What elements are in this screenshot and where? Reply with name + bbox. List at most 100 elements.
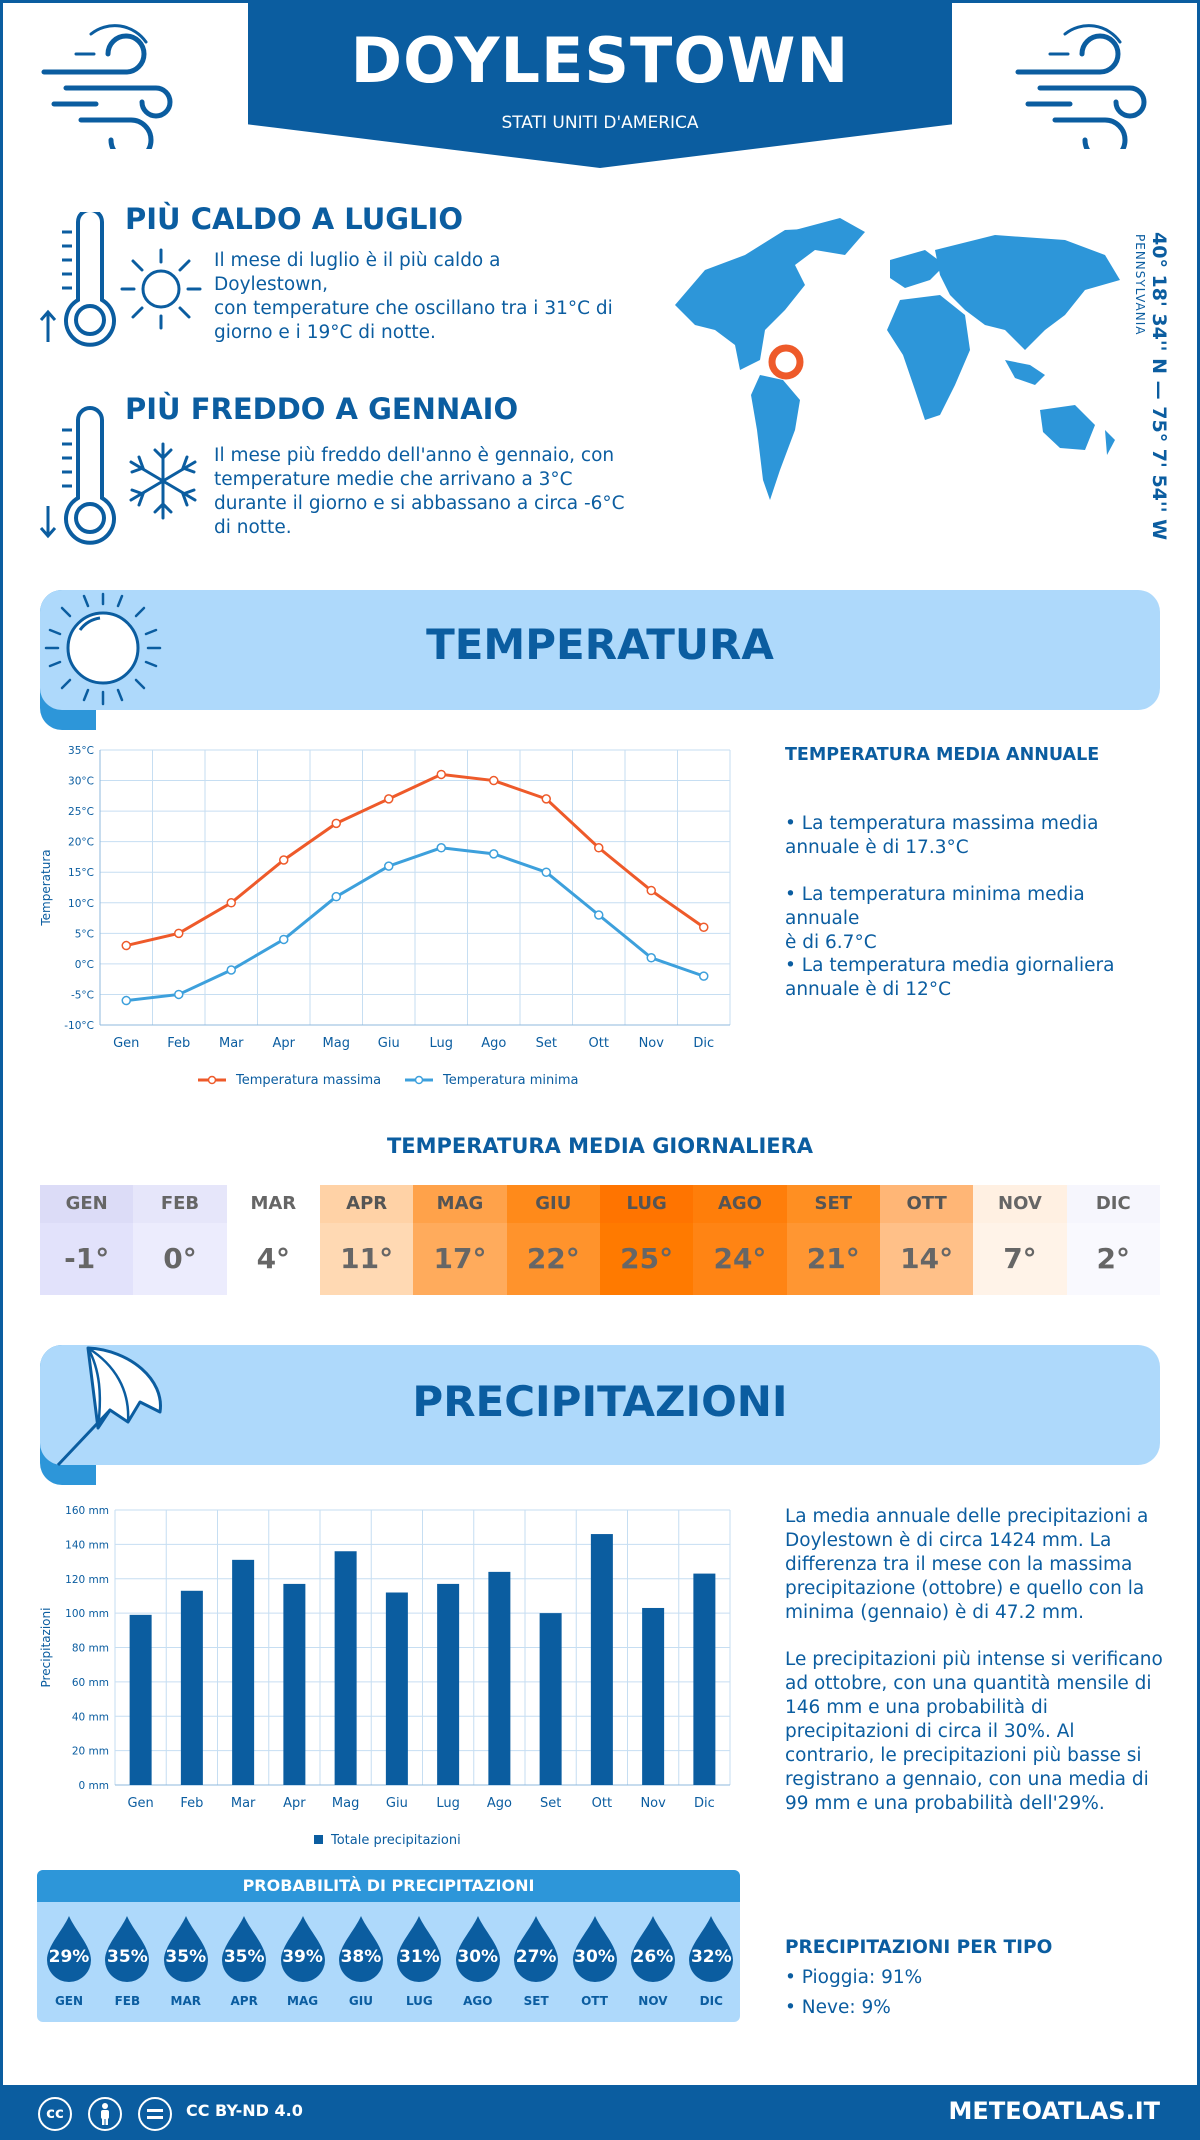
daily-temp-month: LUG (599, 1185, 694, 1223)
data-point (541, 867, 551, 877)
x-tick-label: Mag (323, 1036, 350, 1051)
site-link[interactable]: METEOATLAS.IT (948, 2097, 1160, 2125)
precip-line: registrano a gennaio, con una media di (785, 1769, 1149, 1790)
probability-month: OTT (581, 1994, 608, 2008)
x-tick-label: Lug (436, 1796, 460, 1811)
daily-temp-value: 4° (226, 1223, 320, 1295)
data-point (541, 794, 551, 804)
precip-bar (283, 1583, 306, 1785)
data-point (489, 775, 499, 786)
precip-line: contrario, le precipitazioni più basse s… (785, 1745, 1142, 1766)
daily-temp-cell: OTT 14° (879, 1185, 974, 1295)
probability-value: 35% (223, 1947, 265, 1967)
x-tick-label: Gen (113, 1036, 139, 1051)
data-point (384, 794, 394, 804)
y-tick-label: -10°C (64, 1020, 94, 1032)
daily-temp-month: APR (319, 1185, 414, 1223)
data-point (121, 995, 131, 1006)
probability-drop: 30% OTT (565, 1902, 623, 2020)
daily-temp-month: FEB (133, 1185, 227, 1223)
legend-swatch (314, 1835, 323, 1844)
raindrop-icon (572, 1916, 617, 1982)
y-tick-label: 140 mm (65, 1539, 109, 1551)
x-tick-label: Feb (180, 1796, 203, 1811)
precip-bar (129, 1614, 152, 1785)
x-tick-label: Ago (487, 1796, 512, 1811)
probability-value: 35% (107, 1947, 148, 1967)
series-line (126, 846, 705, 1003)
data-point (384, 861, 394, 871)
y-axis-label: Temperatura (39, 849, 53, 926)
precip-bar (488, 1571, 511, 1785)
legend-label: Temperatura minima (442, 1073, 579, 1088)
hot-line: con temperature che oscillano tra i 31°C… (214, 298, 613, 319)
daily-temp-cell: GIU 22° (506, 1185, 600, 1295)
precip-summary-1: La media annuale delle precipitazioni a … (785, 1505, 1165, 1625)
y-tick-label: 160 mm (65, 1505, 109, 1517)
data-point (174, 928, 184, 939)
probability-month: AGO (463, 1994, 493, 2008)
probability-month: MAG (287, 1994, 319, 2008)
temp-summary-title: TEMPERATURA MEDIA ANNUALE (785, 745, 1100, 765)
cc-icon[interactable]: cc (38, 2097, 72, 2131)
temp-summary-min: • La temperatura minima media annuale è … (785, 883, 1155, 955)
precip-bar (590, 1534, 613, 1785)
nd-icon[interactable] (138, 2097, 172, 2131)
y-tick-label: 80 mm (72, 1643, 109, 1655)
probability-value: 38% (340, 1947, 382, 1967)
y-tick-label: 0 mm (79, 1780, 109, 1792)
y-tick-label: 15°C (68, 867, 94, 879)
precip-band (40, 1345, 1160, 1465)
x-tick-label: Giu (378, 1036, 400, 1051)
raindrop-icon (630, 1916, 675, 1982)
precip-probability-box: PROBABILITÀ DI PRECIPITAZIONI 29% GEN 35% F… (37, 1870, 740, 2022)
precip-bar (693, 1573, 716, 1785)
daily-temp-value: 2° (1066, 1223, 1160, 1295)
probability-month: GEN (54, 1994, 84, 2008)
x-tick-label: Apr (283, 1796, 306, 1811)
daily-temp-month: GEN (40, 1185, 134, 1223)
y-tick-label: 25°C (68, 806, 94, 818)
y-tick-label: 0°C (75, 959, 94, 971)
probability-value: 39% (282, 1947, 323, 1967)
probability-value: 35% (165, 1947, 207, 1967)
country-subtitle: STATI UNITI D'AMERICA (501, 113, 699, 133)
probability-month: SET (523, 1994, 549, 2008)
temperature-title: TEMPERATURA (426, 620, 774, 669)
hot-line: giorno e i 19°C di notte. (214, 322, 436, 343)
data-point (489, 849, 499, 859)
daily-temp-table: GEN -1° FEB 0° MAR 4° APR 11° MAG 17° GIU 22° LUG 25°… (40, 1185, 1160, 1295)
cold-title: PIÙ FREDDO A GENNAIO (125, 392, 519, 426)
x-tick-label: Nov (640, 1796, 666, 1811)
data-point (699, 922, 709, 932)
snowflake-icon (129, 442, 197, 520)
daily-temp-value: 11° (319, 1223, 414, 1295)
daily-temp-value: 7° (973, 1223, 1067, 1295)
raindrop-icon (280, 1916, 325, 1982)
hot-line: Il mese di luglio è il più caldo a Doyle… (214, 250, 501, 295)
x-tick-label: Ago (481, 1036, 506, 1051)
precip-line: 99 mm e una probabilità dell'29%. (785, 1793, 1105, 1814)
precip-bar (180, 1590, 203, 1785)
data-point (436, 769, 446, 780)
temp-summary-line: • La temperatura minima media annuale (785, 884, 1085, 929)
precip-summary-2: Le precipitazioni più intense si verific… (785, 1648, 1165, 1816)
by-icon[interactable] (88, 2097, 122, 2131)
precip-line: 146 mm e una probabilità di (785, 1697, 1048, 1718)
precip-line: ad ottobre, con una quantità mensile di (785, 1673, 1152, 1694)
precip-probability-title: PROBABILITÀ DI PRECIPITAZIONI (37, 1870, 740, 1902)
daily-temp-month: OTT (879, 1185, 974, 1223)
probability-drop: 35% APR (214, 1902, 272, 2020)
daily-temp-value: 17° (413, 1223, 507, 1295)
legend-marker (207, 1075, 217, 1085)
thermometer-cold-icon (39, 406, 116, 545)
daily-temp-cell: GEN -1° (40, 1185, 134, 1295)
raindrop-icon (222, 1916, 267, 1982)
precip-bar (437, 1583, 460, 1785)
city-title: DOYLESTOWN (350, 24, 850, 97)
x-tick-label: Ott (589, 1036, 609, 1051)
daily-temp-value: -1° (40, 1223, 134, 1295)
precip-line: differenza tra il mese con la massima (785, 1554, 1133, 1575)
license-label: CC BY-ND 4.0 (186, 2101, 303, 2120)
x-tick-label: Dic (694, 1796, 715, 1811)
